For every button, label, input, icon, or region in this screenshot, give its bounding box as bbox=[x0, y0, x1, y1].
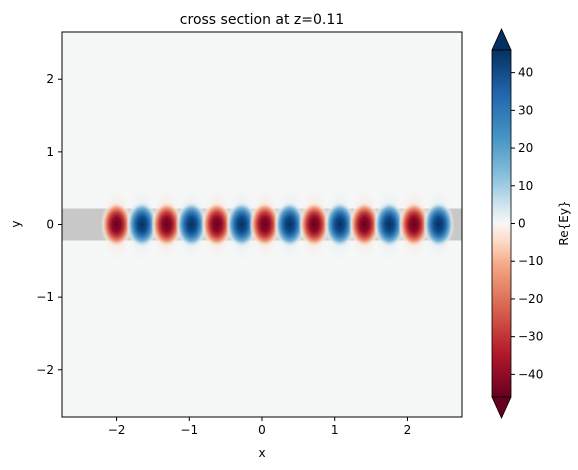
y-tick-label: 2 bbox=[46, 72, 54, 86]
y-tick-label: −2 bbox=[36, 363, 54, 377]
field-lobe-10 bbox=[348, 200, 381, 249]
colorbar-top-extension bbox=[491, 28, 512, 51]
x-tick-label: 2 bbox=[404, 423, 412, 437]
colorbar-tick-label: 30 bbox=[518, 103, 533, 117]
colorbar-ticks: −40 −30 −20 −10 0 10 20 30 40 bbox=[511, 66, 543, 381]
y-tick-label: 0 bbox=[46, 218, 54, 232]
colorbar-tick-label: 0 bbox=[518, 217, 526, 231]
y-axis-label: y bbox=[9, 220, 23, 227]
colorbar-tick-label: −10 bbox=[518, 254, 543, 268]
field-lobe-4 bbox=[201, 200, 233, 249]
colorbar-bottom-extension bbox=[491, 396, 512, 419]
field-lobe-8 bbox=[298, 200, 330, 249]
field-lobe-2 bbox=[151, 200, 183, 249]
y-tick-label: 1 bbox=[46, 145, 54, 159]
x-tick-label: 1 bbox=[331, 423, 339, 437]
colorbar-tick-label: −30 bbox=[518, 330, 543, 344]
field-lobe-11 bbox=[373, 200, 405, 249]
x-tick-label: −2 bbox=[108, 423, 126, 437]
colorbar-tick-label: 10 bbox=[518, 179, 533, 193]
colorbar-tick-label: 40 bbox=[518, 66, 533, 80]
colorbar-label: Re{Ey} bbox=[557, 200, 571, 245]
colorbar-body bbox=[491, 49, 512, 398]
colorbar: −40 −30 −20 −10 0 10 20 30 40 Re{Ey} bbox=[491, 28, 571, 419]
field-lobe-6 bbox=[249, 200, 281, 249]
x-tick-label: 0 bbox=[258, 423, 266, 437]
field-lobe-7 bbox=[274, 200, 306, 249]
y-tick-label: −1 bbox=[36, 290, 54, 304]
field-lobe-13 bbox=[423, 200, 455, 249]
plot-area: −2 −1 0 1 2 −2 −1 0 1 2 bbox=[36, 31, 463, 437]
x-tick-label: −1 bbox=[180, 423, 198, 437]
y-axis-ticks: −2 −1 0 1 2 bbox=[36, 72, 62, 377]
field-lobe-3 bbox=[175, 200, 208, 249]
field-lobe-0 bbox=[100, 200, 133, 249]
field-lobe-9 bbox=[324, 200, 356, 249]
field-lobe-12 bbox=[398, 200, 430, 249]
colorbar-tick-label: −40 bbox=[518, 367, 543, 381]
colorbar-tick-label: −20 bbox=[518, 292, 543, 306]
field-lobes bbox=[100, 184, 456, 265]
chart-title: cross section at z=0.11 bbox=[180, 12, 344, 28]
x-axis-label: x bbox=[258, 446, 265, 460]
colorbar-tick-label: 20 bbox=[518, 141, 533, 155]
x-axis-ticks: −2 −1 0 1 2 bbox=[108, 417, 412, 437]
field-lobe-1 bbox=[126, 200, 158, 249]
